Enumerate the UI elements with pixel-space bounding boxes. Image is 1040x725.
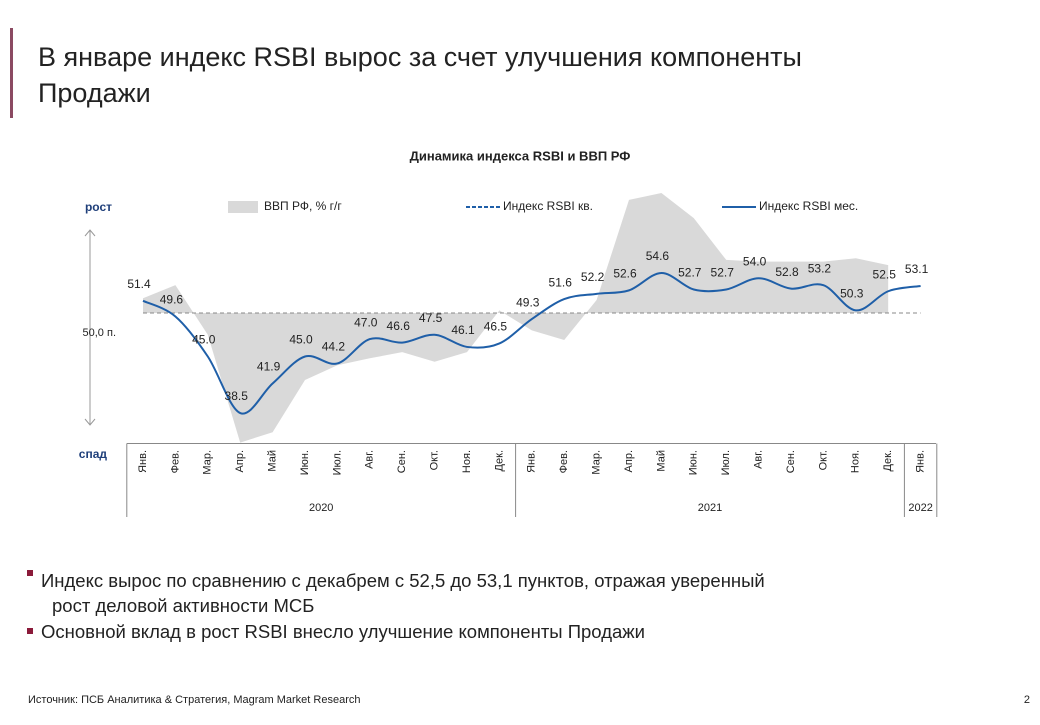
- data-label: 54.6: [646, 249, 670, 263]
- data-label: 53.1: [905, 262, 929, 276]
- chart-title: Динамика индекса RSBI и ВВП РФ: [410, 148, 631, 163]
- bullet-text: Основной вклад в рост RSBI внесло улучше…: [41, 621, 645, 642]
- x-tick-label: Янв.: [915, 450, 927, 473]
- data-label: 52.6: [613, 267, 637, 281]
- data-label: 46.5: [484, 320, 508, 334]
- x-tick-label: Сен.: [396, 450, 408, 473]
- bullet: [27, 628, 33, 634]
- data-label: 45.0: [192, 333, 216, 347]
- data-label: 52.7: [711, 266, 735, 280]
- source: Источник: ПСБ Аналитика & Стратегия, Mag…: [28, 694, 360, 706]
- slide-title: В январе индекс RSBI вырос за счет улучш…: [38, 42, 802, 72]
- slide-title: Продажи: [38, 78, 151, 108]
- x-tick-label: Фев.: [558, 450, 570, 473]
- data-label: 49.6: [160, 293, 184, 307]
- data-label: 38.5: [225, 389, 249, 403]
- data-label: 47.0: [354, 315, 378, 329]
- bullet-text: рост деловой активности МСБ: [52, 595, 314, 616]
- axis-label: рост: [85, 200, 112, 214]
- axis-label: спад: [79, 447, 108, 461]
- x-tick-label: Фев.: [169, 450, 181, 473]
- x-tick-label: Янв.: [137, 450, 149, 473]
- x-tick-label: Май: [655, 450, 667, 472]
- x-tick-label: Янв.: [526, 450, 538, 473]
- x-tick-label: Авг.: [364, 450, 376, 469]
- bullet-text: Индекс вырос по сравнению с декабрем с 5…: [41, 570, 765, 591]
- data-label: 52.5: [873, 267, 897, 281]
- data-label: 41.9: [257, 360, 281, 374]
- data-label: 46.1: [451, 323, 475, 337]
- year-label: 2022: [908, 502, 932, 514]
- arrow-heads: [84, 229, 96, 426]
- data-label: 49.3: [516, 295, 540, 309]
- year-label: 2021: [698, 502, 722, 514]
- x-tick-label: Авг.: [753, 450, 765, 469]
- legend-swatch: [228, 201, 258, 213]
- x-tick-label: Ноя.: [850, 450, 862, 473]
- x-tick-label: Май: [267, 450, 279, 472]
- x-tick-label: Апр.: [623, 450, 635, 472]
- x-tick-label: Мар.: [591, 450, 603, 475]
- gdp-area: [143, 192, 889, 443]
- data-label: 53.2: [808, 261, 832, 275]
- x-tick-label: Окт.: [817, 450, 829, 470]
- legend-label: ВВП РФ, % г/г: [264, 199, 342, 213]
- data-label: 47.5: [419, 311, 443, 325]
- legend-label: Индекс RSBI кв.: [503, 199, 593, 213]
- accent-bar: [10, 28, 13, 118]
- x-tick-label: Сен.: [785, 450, 797, 473]
- x-tick-label: Апр.: [234, 450, 246, 472]
- data-label: 52.7: [678, 266, 702, 280]
- data-label: 54.0: [743, 254, 767, 268]
- data-label: 46.6: [387, 319, 411, 333]
- bullet: [27, 570, 33, 576]
- x-tick-label: Июл.: [720, 450, 732, 475]
- x-tick-label: Июн.: [688, 450, 700, 475]
- rsbi-line: [142, 271, 921, 415]
- legend-label: Индекс RSBI мес.: [759, 199, 858, 213]
- x-tick-label: Дек.: [882, 450, 894, 471]
- data-label: 44.2: [322, 340, 346, 354]
- data-label: 50.3: [840, 287, 864, 301]
- reference-label: 50,0 п.: [83, 327, 116, 339]
- data-label: 51.6: [549, 275, 573, 289]
- data-label: 51.4: [127, 277, 151, 291]
- x-tick-label: Июн.: [299, 450, 311, 475]
- data-label: 45.0: [289, 333, 313, 347]
- data-label: 52.8: [775, 265, 799, 279]
- page-number: 2: [1024, 694, 1030, 706]
- year-label: 2020: [309, 502, 333, 514]
- x-tick-label: Мар.: [202, 450, 214, 475]
- data-label: 52.2: [581, 270, 605, 284]
- x-tick-label: Дек.: [493, 450, 505, 471]
- x-tick-label: Июл.: [331, 450, 343, 475]
- x-tick-label: Ноя.: [461, 450, 473, 473]
- x-tick-label: Окт.: [429, 450, 441, 470]
